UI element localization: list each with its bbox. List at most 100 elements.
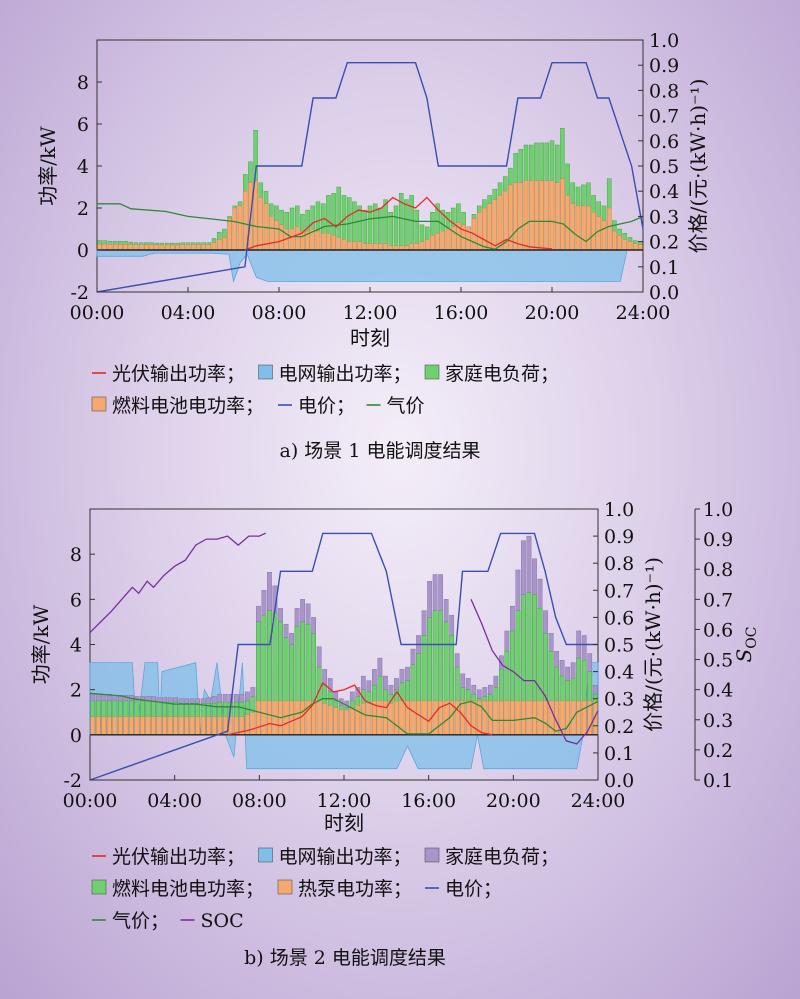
fuel-cell-bar <box>570 203 576 251</box>
soc-tick-label: 0.3 <box>703 710 733 732</box>
fuel-cell-bar <box>372 243 378 251</box>
price-tick-label: 0.5 <box>604 635 634 657</box>
legend-label: 气价； <box>112 910 169 932</box>
fuel-cell-bar <box>492 199 498 251</box>
fuel-cell-bar <box>102 243 108 251</box>
y-tick-label: 0 <box>77 240 89 262</box>
load-bar <box>409 195 414 251</box>
chart-panel-b: -2 0 2 4 6 8 00:00 04:00 08:00 12:00 16:00 20:00 24:… <box>29 499 760 969</box>
y-tick-label: 4 <box>77 156 89 178</box>
x-tick-label: 16:00 <box>434 302 489 324</box>
fuel-cell-bar <box>627 241 633 251</box>
load-bar <box>404 199 409 251</box>
heat-pump-bar <box>465 700 471 736</box>
fuel-cell-bar <box>279 224 284 251</box>
fuel-cell-bar <box>591 211 596 251</box>
heat-pump-bar <box>90 716 96 736</box>
heat-pump-bar <box>565 700 570 736</box>
fuel-cell-bar <box>123 244 128 251</box>
soc-axis-label: SOC <box>732 627 760 663</box>
fuel-cell-bar <box>612 230 617 251</box>
price-tick-label: 0.5 <box>649 156 679 178</box>
legend-label: 燃料电池电功率； <box>112 395 264 417</box>
legend-label: 家庭电负荷； <box>445 363 559 385</box>
heat-pump-bar <box>211 716 217 736</box>
heat-pump-bar <box>576 700 582 736</box>
heat-pump-bar <box>272 700 278 736</box>
fuel-cell-bar <box>518 182 524 251</box>
fuel-cell-bar <box>128 244 134 251</box>
panel-caption: b) 场景 2 电能调度结果 <box>244 947 446 969</box>
heat-pump-bar <box>349 707 355 736</box>
electricity-price-line <box>89 532 598 781</box>
heat-pump-bar <box>206 716 212 736</box>
fuel-cell-bar <box>253 180 258 251</box>
price-tick-label: 0.8 <box>649 80 679 102</box>
legend-swatch-patch <box>91 879 107 895</box>
price-tick-label: 0.2 <box>649 232 679 254</box>
fuel-cell-bar <box>331 235 336 251</box>
price-tick-label: 0.1 <box>649 257 679 279</box>
fuel-cell-bar <box>445 228 451 251</box>
heat-pump-bar <box>388 703 394 736</box>
legend-swatch-patch <box>424 364 440 380</box>
x-tick-label: 20:00 <box>486 790 541 812</box>
price-tick-label: 0.8 <box>604 553 634 575</box>
fuel-cell-bar <box>586 205 591 251</box>
fuel-cell-bar <box>367 243 373 251</box>
fuel-cell-bar <box>326 232 331 251</box>
legend-label: 热泵电功率； <box>298 878 412 900</box>
fuel-cell-bar <box>554 182 560 251</box>
heat-pump-bar <box>510 700 515 736</box>
fuel-cell-bar <box>596 216 602 251</box>
x-tick-label: 24:00 <box>616 302 671 324</box>
heat-pump-bar <box>504 700 510 736</box>
heat-pump-bar <box>129 716 134 736</box>
x-tick-label: 12:00 <box>317 790 372 812</box>
x-tick-label: 04:00 <box>147 790 202 812</box>
legend-swatch-patch <box>258 364 273 380</box>
heat-pump-bar <box>410 700 416 736</box>
heat-pump-bar <box>189 716 195 736</box>
fuel-cell-bar <box>419 241 425 251</box>
heat-pump-bar <box>256 700 261 736</box>
heat-pump-bar <box>151 716 156 736</box>
fuel-cell-bar <box>544 180 550 251</box>
legend-label: 家庭电负荷； <box>445 846 559 868</box>
fuel-cell-bar <box>549 180 555 251</box>
price-tick-label: 1.0 <box>649 30 679 52</box>
x-tick-label: 16:00 <box>401 790 456 812</box>
fuel-cell-bar <box>430 235 435 251</box>
y-tick-label: 4 <box>70 635 82 657</box>
heat-pump-bar <box>581 700 587 736</box>
soc-tick-label: 0.8 <box>703 559 733 581</box>
fuel-cell-bar <box>216 239 222 251</box>
fuel-cell-bar <box>560 178 565 251</box>
fuel-cell-bar <box>274 220 279 251</box>
heat-pump-bar <box>112 716 118 736</box>
heat-pump-bar <box>283 700 289 736</box>
electricity-price-line <box>96 62 644 293</box>
price-tick-label: 0.9 <box>604 526 634 548</box>
fuel-cell-bar <box>341 239 347 251</box>
heat-pump-bar <box>316 700 322 736</box>
fuel-cell-bar <box>357 241 362 251</box>
heat-pump-bar <box>360 703 366 736</box>
heat-pump-bar <box>322 703 328 736</box>
legend-swatch-patch <box>258 847 273 863</box>
heat-pump-bar <box>482 700 488 736</box>
price-tick-label: 0.4 <box>604 662 634 684</box>
legend-label: SOC <box>201 910 244 932</box>
gas-price-line <box>97 203 644 250</box>
heat-pump-bar <box>521 700 526 736</box>
legend: 光伏输出功率； 电网输出功率； 家庭电负荷； 燃料电池电功率； 热泵电功率； 电价； 气价；… <box>91 846 559 932</box>
soc-tick-label: 1.0 <box>703 499 733 521</box>
legend-label: 电价； <box>445 878 502 900</box>
fuel-cell-bar <box>211 242 217 251</box>
heat-pump-bar <box>95 716 101 736</box>
y-axis-label: 功率/kW <box>36 126 60 206</box>
heat-pump-bar <box>366 703 372 736</box>
y-tick-label: 6 <box>77 114 89 136</box>
fuel-cell-bar <box>534 180 539 251</box>
y-tick-label: 2 <box>77 198 89 220</box>
